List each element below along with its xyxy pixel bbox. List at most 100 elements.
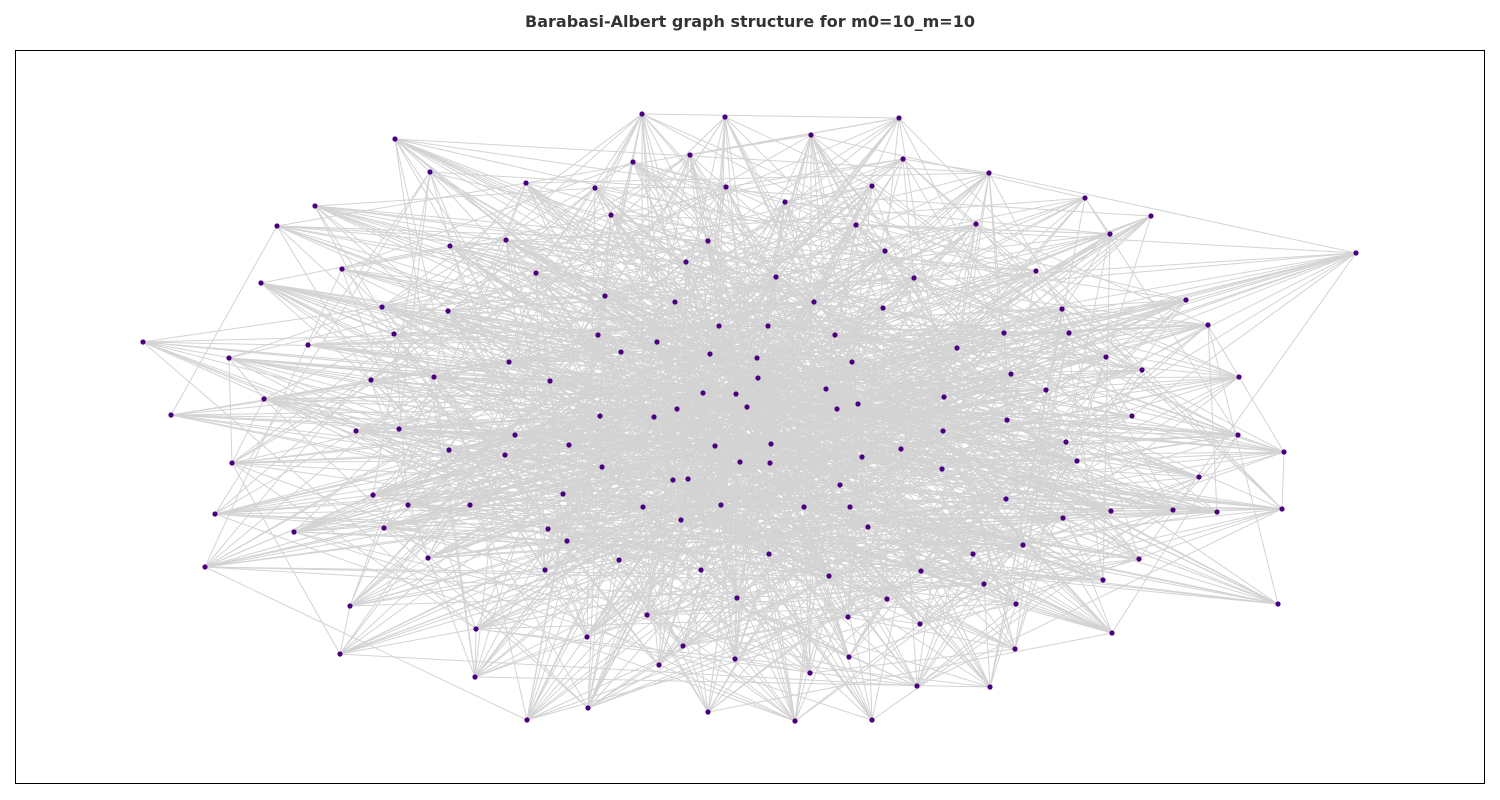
graph-edge [427, 504, 471, 559]
graph-edge [861, 456, 1200, 478]
graph-edge [1015, 603, 1113, 634]
graph-edge [260, 282, 850, 658]
graph-node [585, 705, 591, 711]
graph-edge [988, 172, 1357, 254]
graph-edge [383, 527, 589, 709]
graph-edge [339, 605, 351, 655]
graph-edge [720, 504, 811, 674]
graph-edge [549, 380, 796, 722]
graph-edge [720, 504, 888, 600]
graph-edge [339, 408, 838, 655]
graph-node [353, 428, 359, 434]
graph-edge [474, 161, 634, 678]
graph-node [853, 222, 859, 228]
graph-node [312, 203, 318, 209]
graph-node [339, 266, 345, 272]
graph-edge [475, 506, 644, 630]
graph-edge [314, 205, 849, 618]
graph-edge [746, 406, 873, 721]
graph-node [782, 199, 788, 205]
graph-edge [775, 276, 1113, 634]
graph-edge [474, 185, 873, 678]
graph-edge [587, 517, 1064, 709]
graph-edge [756, 252, 1357, 359]
graph-edge [641, 113, 900, 119]
graph-edge [1065, 434, 1239, 443]
graph-node [808, 132, 814, 138]
graph-edge [293, 531, 873, 721]
graph-node [502, 452, 508, 458]
graph-edge [394, 138, 815, 303]
graph-edge [646, 614, 684, 647]
graph-edge [526, 506, 644, 721]
graph-edge [449, 245, 568, 542]
graph-edge [956, 347, 1133, 417]
graph-node [1012, 646, 1018, 652]
graph-edge [469, 252, 1357, 506]
graph-edge [983, 299, 1187, 585]
graph-node [846, 654, 852, 660]
graph-edge [848, 373, 1012, 658]
graph-node [849, 359, 855, 365]
graph-node [212, 511, 218, 517]
plot-frame [15, 50, 1485, 784]
graph-edge [1010, 373, 1113, 634]
graph-edge [746, 406, 849, 618]
graph-edge [341, 268, 477, 630]
graph-edge [1006, 419, 1279, 605]
graph-edge [718, 325, 945, 398]
graph-edge [370, 154, 691, 381]
graph-edge [535, 272, 1209, 326]
graph-edge [658, 664, 796, 722]
graph-edge [642, 506, 873, 721]
graph-node [599, 464, 605, 470]
graph-edge [260, 282, 748, 408]
graph-node [755, 375, 761, 381]
graph-edge [355, 325, 769, 432]
graph-edge [276, 225, 709, 242]
graph-node [506, 359, 512, 365]
graph-edge [642, 406, 748, 508]
graph-edge [447, 117, 900, 312]
graph-edge [341, 239, 507, 270]
graph-edge [989, 197, 1086, 688]
graph-node [229, 460, 235, 466]
graph-edge [886, 508, 1283, 600]
graph-edge [770, 443, 1113, 634]
graph-node [1136, 556, 1142, 562]
graph-edge [810, 134, 1086, 199]
graph-edge [851, 361, 1200, 478]
graph-edge [370, 379, 1024, 546]
graph-node [392, 136, 398, 142]
graph-edge [228, 357, 1285, 453]
graph-edge [1207, 324, 1218, 513]
graph-edge [204, 268, 343, 568]
graph-node [683, 259, 689, 265]
graph-edge [700, 569, 922, 572]
graph-edge [689, 154, 796, 722]
graph-node [768, 441, 774, 447]
graph-node [258, 280, 264, 286]
graph-edge [394, 138, 886, 252]
graph-edge [610, 214, 1111, 235]
graph-node [396, 426, 402, 432]
graph-edge [381, 306, 1024, 546]
graph-edge [604, 295, 830, 577]
graph-edge [746, 406, 918, 687]
graph-edge [828, 252, 1357, 577]
graph-node [291, 529, 297, 535]
graph-node [981, 581, 987, 587]
graph-edge [916, 508, 1283, 687]
graph-edge [642, 506, 709, 713]
graph-edge [847, 616, 1016, 650]
graph-edge [867, 511, 1218, 528]
graph-edge [349, 341, 658, 607]
graph-edge [525, 182, 918, 687]
graph-node [737, 459, 743, 465]
graph-node [447, 243, 453, 249]
graph-edge [848, 233, 1111, 658]
graph-edge [314, 187, 596, 207]
graph-edge [214, 494, 374, 515]
graph-edge [204, 566, 528, 721]
graph-node [584, 634, 590, 640]
